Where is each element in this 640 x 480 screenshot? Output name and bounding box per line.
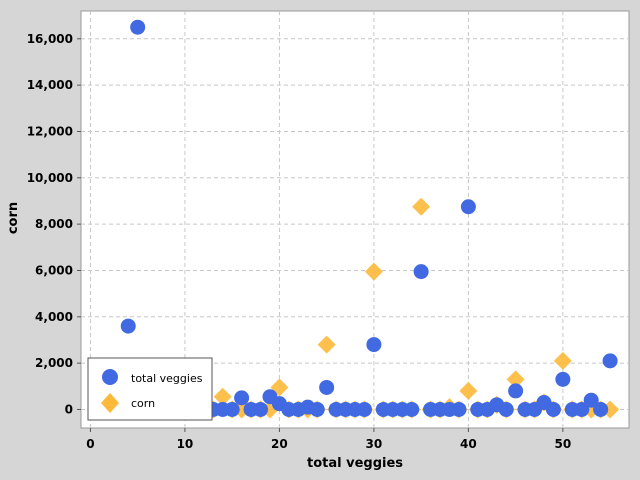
- point-total-veggies: [319, 379, 335, 395]
- y-tick-label: 6,000: [35, 263, 73, 277]
- y-tick-label: 0: [65, 402, 73, 416]
- point-total-veggies: [574, 401, 590, 417]
- axes: 0 10 20 30 40 50 0 2,000 4,000 6,000 8,000 10,000 12…: [27, 32, 572, 451]
- point-corn: [553, 351, 572, 370]
- y-tick-label: 4,000: [35, 310, 73, 324]
- point-total-veggies: [602, 353, 618, 369]
- data-points: [120, 19, 620, 419]
- y-tick-label: 12,000: [27, 124, 73, 138]
- legend: total veggies corn: [87, 357, 213, 421]
- y-tick-label: 10,000: [27, 171, 73, 185]
- legend-marker-corn: [101, 393, 119, 413]
- point-total-veggies: [583, 392, 599, 408]
- point-total-veggies: [366, 337, 382, 353]
- point-total-veggies: [593, 401, 609, 417]
- point-corn: [364, 262, 383, 281]
- point-corn: [213, 387, 232, 406]
- point-total-veggies: [545, 401, 561, 417]
- x-tick-label: 10: [177, 437, 194, 451]
- x-axis-title: total veggies: [307, 456, 403, 471]
- legend-marker-total-veggies: [102, 369, 118, 385]
- point-total-veggies: [224, 401, 240, 417]
- point-corn: [317, 335, 336, 354]
- point-total-veggies: [309, 401, 325, 417]
- y-tick-label: 16,000: [27, 32, 73, 46]
- point-corn: [506, 370, 525, 389]
- point-total-veggies: [404, 401, 420, 417]
- point-total-veggies: [234, 390, 250, 406]
- legend-label-corn: corn: [131, 397, 155, 410]
- point-total-veggies: [508, 383, 524, 399]
- y-tick-label: 8,000: [35, 217, 73, 231]
- point-total-veggies: [120, 318, 136, 334]
- point-total-veggies: [413, 264, 429, 280]
- x-tick-label: 50: [555, 437, 572, 451]
- x-tick-label: 20: [271, 437, 288, 451]
- point-total-veggies: [253, 401, 269, 417]
- y-tick-label: 2,000: [35, 356, 73, 370]
- x-tick-label: 40: [460, 437, 477, 451]
- point-total-veggies: [356, 401, 372, 417]
- point-total-veggies: [130, 19, 146, 35]
- point-total-veggies: [498, 401, 514, 417]
- point-total-veggies: [460, 199, 476, 215]
- y-tick-label: 14,000: [27, 78, 73, 92]
- x-tick-label: 30: [366, 437, 383, 451]
- y-axis-title: corn: [6, 202, 21, 234]
- point-total-veggies: [451, 401, 467, 417]
- legend-label-total-veggies: total veggies: [131, 372, 203, 385]
- x-tick-label: 0: [86, 437, 94, 451]
- point-corn: [412, 197, 431, 216]
- legend-box: [87, 357, 213, 421]
- point-corn: [459, 381, 478, 400]
- point-total-veggies: [555, 371, 571, 387]
